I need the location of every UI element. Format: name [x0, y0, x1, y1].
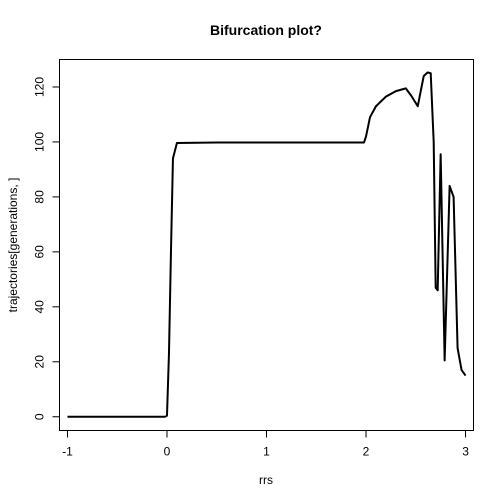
y-tick-label: 40: [33, 300, 47, 314]
series-group: [67, 71, 467, 418]
x-axis-label: rrs: [259, 473, 273, 487]
x-axis: -1 0 1 2 3: [62, 430, 469, 459]
x-tick-label: -1: [62, 445, 73, 459]
y-tick-label: 100: [33, 132, 47, 152]
y-tick-label: 20: [33, 355, 47, 369]
x-tick-label: 2: [363, 445, 370, 459]
y-tick-label: 0: [33, 413, 47, 420]
trajectory-line: [67, 71, 467, 418]
y-axis-label: trajectories[generations, ]: [6, 178, 20, 313]
plot-frame: [59, 59, 474, 431]
y-tick-label: 120: [33, 77, 47, 97]
y-tick-label: 80: [33, 190, 47, 204]
chart-title: Bifurcation plot?: [210, 22, 322, 38]
x-tick-label: 3: [462, 445, 469, 459]
x-tick-label: 1: [263, 445, 270, 459]
y-axis: 0 20 40 60 80 100 120: [33, 77, 60, 420]
y-tick-label: 60: [33, 245, 47, 259]
x-tick-label: 0: [164, 445, 171, 459]
